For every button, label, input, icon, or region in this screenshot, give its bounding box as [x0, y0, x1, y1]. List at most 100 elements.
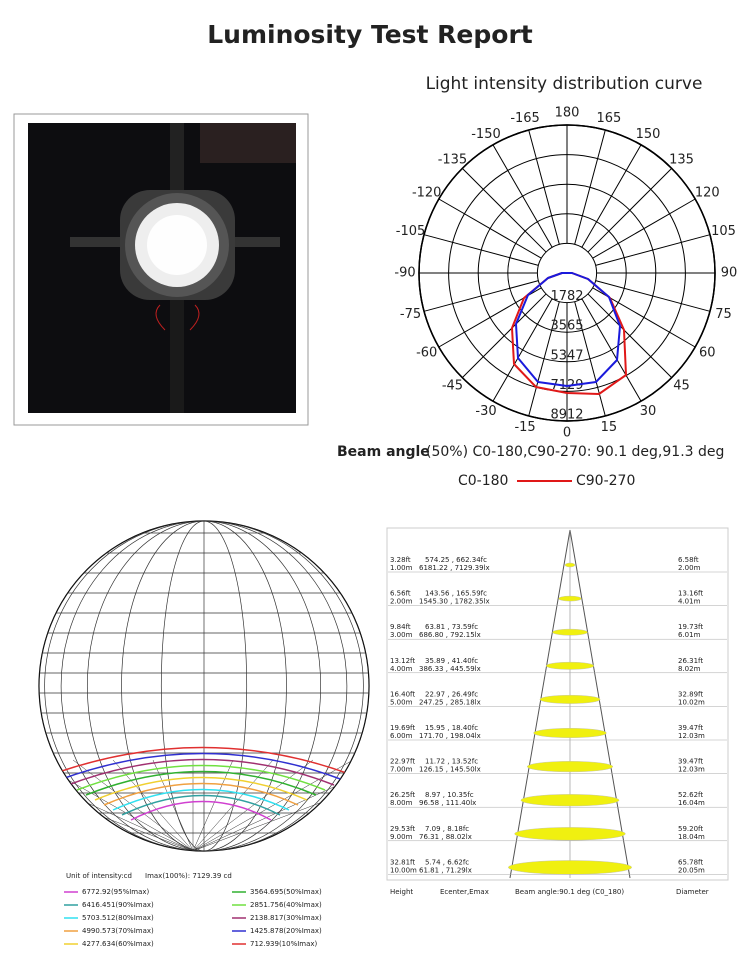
polar-radial-label: 1782 [550, 289, 583, 304]
sphere-legend: 6772.92(95%Imax) 6416.451(90%Imax) 5703.51… [64, 888, 322, 948]
table-cell: 6.58ft [678, 556, 699, 564]
legend-label: 3564.695(50%Imax) [250, 888, 322, 896]
isolux-sphere [38, 520, 370, 852]
polar-spoke [492, 144, 553, 248]
table-cell: 19.69ft [390, 724, 415, 732]
isolux-contour [67, 758, 335, 786]
legend-label: 6416.451(90%Imax) [82, 901, 154, 909]
polar-spoke [461, 167, 547, 253]
table-footer: Beam angle:90.1 deg (C0_180) [515, 888, 624, 896]
table-cell: 574.25 , 662.34fc [425, 556, 487, 564]
table-cell: 39.47ft [678, 758, 703, 766]
sphere-unit: Unit of intensity:cd [66, 872, 132, 880]
polar-angle-label: -135 [438, 152, 468, 167]
polar-spoke [438, 198, 542, 259]
polar-angle-label: -30 [475, 404, 496, 419]
polar-spoke [492, 298, 553, 402]
polar-spoke [423, 234, 539, 266]
legend-label: 1425.878(20%Imax) [250, 927, 322, 935]
sphere-radial [192, 759, 234, 851]
table-cell: 65.78ft [678, 858, 703, 866]
legend-label: 4277.634(60%Imax) [82, 940, 154, 948]
beam-label: Beam angle [337, 444, 430, 460]
table-cell: 1.00m [390, 564, 413, 572]
polar-angle-label: -75 [400, 307, 421, 322]
light-spot [545, 661, 595, 670]
sphere-meridian [60, 521, 348, 851]
table-cell: 16.04m [678, 799, 705, 807]
light-spot [552, 628, 588, 636]
table-cell: 35.89 , 41.40fc [425, 657, 478, 665]
light-spot [508, 860, 632, 875]
isolux-contour [76, 764, 326, 791]
polar-title: Light intensity distribution curve [426, 74, 703, 94]
sphere-radial [192, 759, 314, 851]
polar-spoke [423, 280, 539, 312]
table-cell: 12.03m [678, 732, 705, 740]
polar-legend: C0-180 C90-270 [458, 473, 635, 489]
polar-spoke [574, 301, 606, 417]
beam-text: (50%) C0-180,C90-270: 90.1 deg,91.3 deg [426, 444, 724, 460]
polar-angle-label: 15 [601, 420, 618, 435]
table-cell: 61.81 , 71.29lx [419, 866, 472, 874]
polar-angle-label: 45 [673, 379, 690, 394]
table-cell: 143.56 , 165.59fc [425, 590, 487, 598]
isolux-contour [85, 770, 317, 796]
polar-spoke [461, 293, 547, 379]
table-cell: 96.58 , 111.40lx [419, 799, 476, 807]
table-cell: 9.00m [390, 833, 413, 841]
polar-spoke [587, 167, 673, 253]
table-cell: 6.01m [678, 631, 701, 639]
polar-spoke [595, 234, 711, 266]
polar-curves [511, 272, 627, 395]
legend-label: 5703.512(80%Imax) [82, 914, 154, 922]
polar-angle-label: 30 [640, 404, 657, 419]
polar-spoke [595, 280, 711, 312]
legend-label: C0-180 [458, 473, 508, 489]
table-cell: 26.31ft [678, 657, 703, 665]
legend-label: 2138.817(30%Imax) [250, 914, 322, 922]
polar-spoke [587, 293, 673, 379]
table-cell: 12.03m [678, 766, 705, 774]
polar-spoke [528, 129, 560, 245]
table-cell: 6.56ft [390, 590, 411, 598]
table-cell: 126.15 , 145.50lx [419, 766, 481, 774]
table-cell: 8.02m [678, 665, 701, 673]
table-cell: 6.00m [390, 732, 413, 740]
table-cell: 386.33 , 445.59lx [419, 665, 481, 673]
polar-spoke [581, 144, 642, 248]
polar-angle-label: -60 [416, 346, 437, 361]
table-cell: 10.02m [678, 698, 705, 706]
isolux-contour [112, 788, 290, 811]
sphere-grid [39, 521, 369, 851]
polar-radial-label: 5347 [550, 348, 583, 363]
polar-angle-label: 120 [695, 186, 720, 201]
table-cell: 29.53ft [390, 825, 415, 833]
table-cell: 22.97 , 26.49fc [425, 690, 478, 698]
isolux-contour [130, 800, 272, 821]
polar-spoke [574, 129, 606, 245]
table-cell: 13.12ft [390, 657, 415, 665]
isolux-contour [58, 752, 344, 781]
sphere-meridian [121, 521, 287, 851]
table-cell: 59.20ft [678, 825, 703, 833]
table-cell: 18.04m [678, 833, 705, 841]
table-cell: 8.00m [390, 799, 413, 807]
sphere-radial [39, 759, 194, 851]
table-cell: 15.95 , 18.40fc [425, 724, 478, 732]
table-cell: 10.00m [390, 866, 417, 874]
table-cell: 4.01m [678, 598, 701, 606]
report-title: Luminosity Test Report [207, 20, 533, 49]
sphere-meridian [160, 521, 248, 851]
polar-angle-label: 135 [669, 152, 694, 167]
polar-radial-label: 8912 [550, 408, 583, 423]
polar-angle-label: -90 [394, 266, 415, 281]
polar-angle-label: -45 [442, 379, 463, 394]
table-cell: 8.97 , 10.35fc [425, 791, 474, 799]
sphere-meridian [44, 521, 364, 851]
table-cell: 686.80 , 792.15lx [419, 631, 481, 639]
sphere-radial [72, 759, 194, 851]
table-cell: 2.00m [678, 564, 701, 572]
